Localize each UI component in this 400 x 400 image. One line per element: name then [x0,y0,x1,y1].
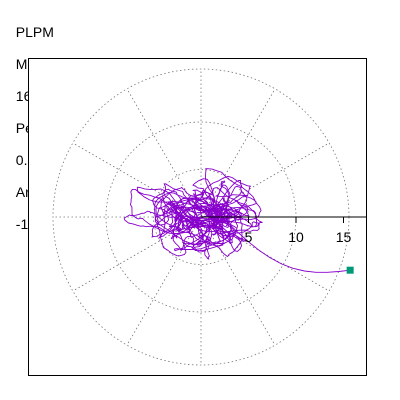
grid-spoke-120 [126,88,202,218]
axis-layer [201,216,366,223]
grid-spoke-210 [72,216,202,292]
end-marker-layer [346,266,354,274]
tick-labels: 5 10 15 [245,229,352,245]
tick-label-5: 5 [245,229,253,245]
grid-spoke-300 [200,216,276,346]
particle-motion-trace [123,167,351,273]
trace-path [123,167,351,273]
polar-plot: 5 10 15 [52,68,366,366]
end-point-marker [346,266,354,274]
station-code: PLPM [15,24,54,40]
grid-spoke-240 [126,216,202,346]
tick-label-10: 10 [288,229,304,245]
grid-spoke-150 [72,142,202,218]
plot-area: 5 10 15 [28,58,367,376]
tick-label-15: 15 [336,229,352,245]
